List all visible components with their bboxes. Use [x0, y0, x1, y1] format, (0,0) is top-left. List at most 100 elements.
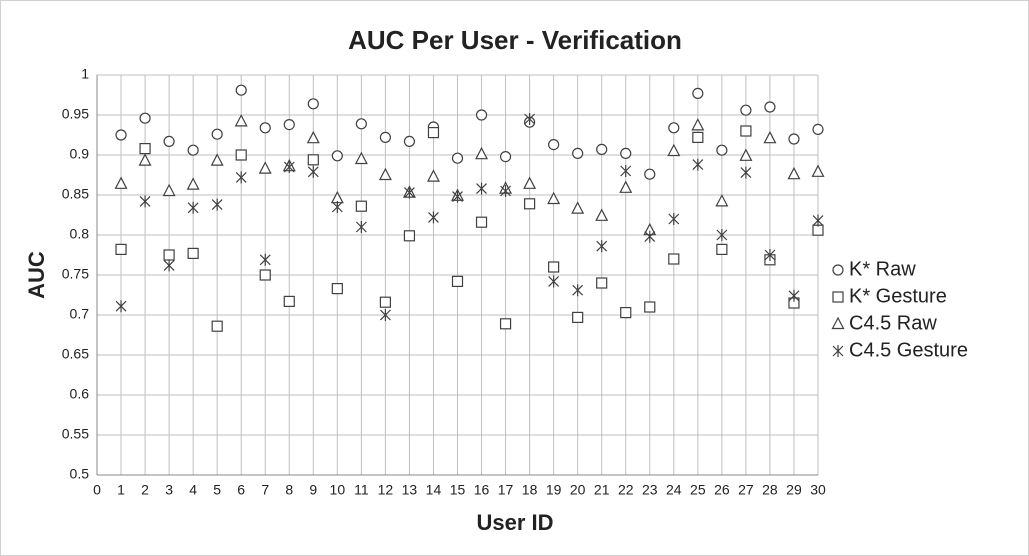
- x-tick-label: 14: [426, 482, 442, 498]
- point: [235, 84, 247, 96]
- point: [307, 98, 319, 110]
- x-tick-label: 1: [117, 482, 125, 498]
- point: [812, 123, 824, 135]
- point: [115, 243, 127, 255]
- point: [354, 151, 368, 165]
- point: [716, 144, 728, 156]
- point: [235, 149, 247, 161]
- point: [667, 143, 681, 157]
- x-axis-title: User ID: [476, 510, 553, 535]
- point: [596, 240, 608, 253]
- point: [379, 131, 391, 143]
- point: [355, 221, 367, 233]
- legend-marker: [832, 345, 844, 357]
- point: [163, 259, 175, 272]
- x-tick-label: 15: [450, 482, 466, 498]
- point: [187, 144, 199, 156]
- point: [692, 131, 704, 143]
- point: [451, 275, 464, 287]
- x-tick-label: 21: [594, 482, 610, 498]
- point: [692, 158, 704, 171]
- legend-marker: [831, 316, 845, 330]
- x-tick-label: 9: [309, 482, 317, 498]
- point: [764, 101, 776, 113]
- x-tick-label: 30: [810, 482, 826, 498]
- point: [475, 216, 488, 228]
- point: [403, 135, 416, 147]
- point: [307, 154, 319, 166]
- point: [812, 214, 824, 227]
- legend-marker: [832, 264, 844, 276]
- point: [331, 150, 343, 162]
- point: [210, 153, 224, 166]
- y-tick-label: 0.65: [62, 346, 89, 362]
- point: [115, 129, 127, 141]
- point: [620, 147, 632, 159]
- y-axis-title: AUC: [24, 251, 49, 299]
- point: [378, 167, 392, 181]
- point: [716, 229, 728, 241]
- point: [259, 269, 271, 281]
- y-tick-label: 0.6: [70, 386, 90, 402]
- point: [524, 113, 536, 125]
- point: [499, 318, 512, 330]
- point: [186, 177, 200, 190]
- x-tick-label: 8: [285, 482, 293, 498]
- y-tick-label: 0.95: [62, 106, 89, 122]
- legend-marker: [832, 291, 844, 303]
- point: [740, 166, 752, 179]
- point: [523, 176, 537, 189]
- point: [572, 284, 584, 297]
- point: [644, 301, 656, 313]
- point: [572, 147, 584, 159]
- point: [355, 200, 367, 212]
- point: [404, 186, 415, 199]
- point: [211, 128, 223, 140]
- point: [379, 296, 391, 308]
- point: [740, 104, 752, 116]
- point: [812, 224, 824, 236]
- point: [596, 277, 608, 289]
- x-tick-label: 29: [786, 482, 802, 498]
- point: [307, 165, 319, 178]
- point: [548, 139, 560, 151]
- point: [452, 190, 463, 203]
- legend-label: C4.5 Gesture: [849, 339, 968, 361]
- point: [283, 161, 295, 173]
- point: [211, 320, 223, 332]
- point: [355, 118, 367, 130]
- point: [139, 143, 151, 155]
- y-tick-label: 0.85: [62, 186, 89, 202]
- point: [187, 247, 199, 259]
- point: [379, 309, 391, 321]
- point: [787, 166, 801, 180]
- point: [426, 169, 440, 182]
- point: [163, 135, 175, 147]
- point: [619, 180, 633, 193]
- x-tick-label: 12: [378, 482, 394, 498]
- point: [571, 201, 585, 214]
- point: [692, 87, 704, 100]
- x-tick-label: 5: [213, 482, 221, 498]
- y-tick-label: 0.9: [70, 146, 90, 162]
- x-tick-label: 6: [237, 482, 245, 498]
- point: [788, 133, 800, 145]
- point: [427, 126, 440, 139]
- point: [548, 261, 560, 273]
- x-tick-label: 24: [666, 482, 682, 498]
- point: [668, 213, 680, 225]
- x-tick-label: 28: [762, 482, 778, 498]
- point: [595, 208, 609, 221]
- point: [620, 307, 632, 319]
- point: [451, 152, 464, 164]
- x-tick-label: 22: [618, 482, 634, 498]
- x-tick-label: 27: [738, 482, 754, 498]
- x-tick-label: 11: [354, 482, 369, 498]
- point: [259, 122, 271, 134]
- point: [644, 168, 656, 180]
- point: [716, 243, 728, 255]
- point: [644, 230, 656, 243]
- y-tick-label: 0.75: [62, 266, 89, 282]
- point: [403, 230, 416, 242]
